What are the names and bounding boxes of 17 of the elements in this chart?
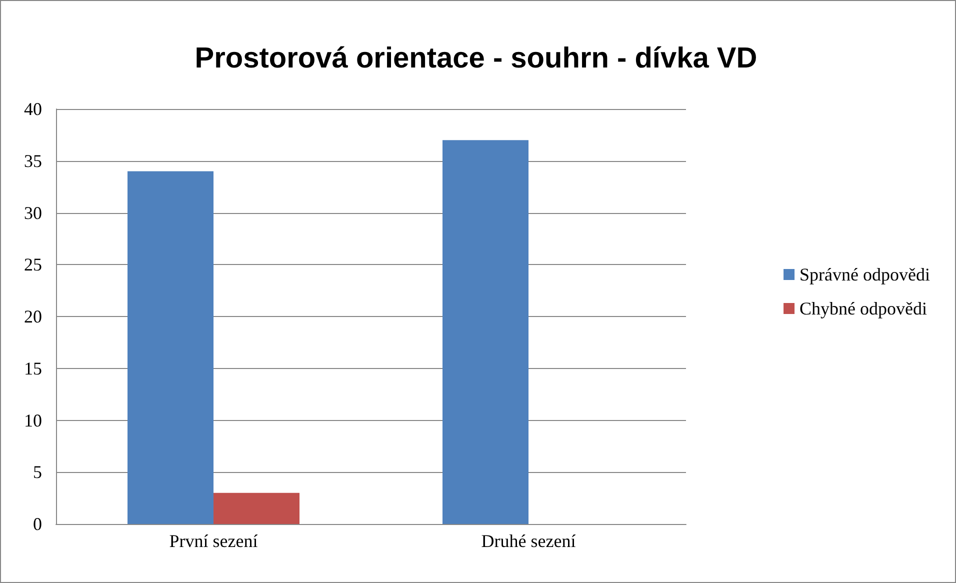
y-tick-label: 30 bbox=[24, 202, 42, 223]
y-tick-label: 10 bbox=[24, 410, 42, 430]
y-tick-label: 20 bbox=[24, 306, 42, 326]
y-tick-label: 35 bbox=[24, 150, 42, 171]
legend-label: Správné odpovědi bbox=[800, 264, 930, 284]
legend-label: Chybné odpovědi bbox=[800, 298, 928, 318]
y-tick-label: 5 bbox=[33, 462, 42, 482]
y-tick-label: 40 bbox=[24, 99, 42, 119]
y-tick-label: 15 bbox=[24, 358, 42, 378]
bar bbox=[442, 140, 528, 524]
x-tick-label: První sezení bbox=[169, 531, 258, 551]
x-tick-label: Druhé sezení bbox=[481, 531, 576, 551]
bar bbox=[214, 492, 300, 524]
y-tick-label: 0 bbox=[33, 514, 42, 534]
y-tick-label: 25 bbox=[24, 254, 42, 275]
bar bbox=[128, 171, 214, 524]
chart-title: Prostorová orientace - souhrn - dívka VD bbox=[194, 42, 758, 74]
